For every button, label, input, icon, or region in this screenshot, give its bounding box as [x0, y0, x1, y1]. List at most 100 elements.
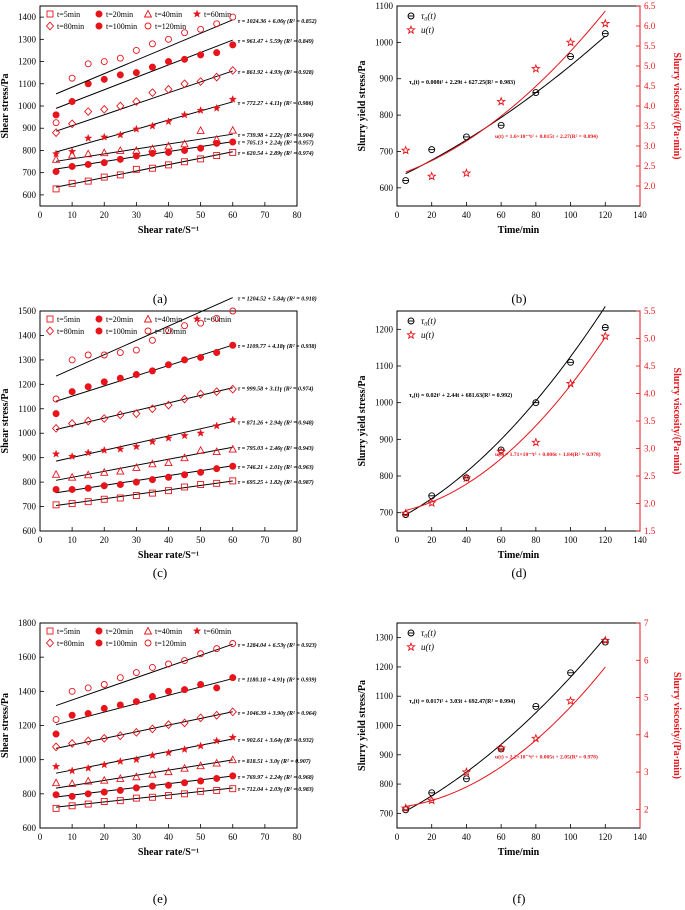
legend-label: t=5min	[57, 627, 80, 636]
data-point	[68, 418, 77, 428]
chart-panel-b: 0 20 40 60 80 100 120 140 600 700 800 900 1000 1100 Ti…	[357, 1, 682, 236]
x-axis-label: Time/min	[498, 225, 540, 236]
data-point	[100, 482, 108, 490]
data-point	[212, 72, 221, 82]
data-point	[164, 84, 173, 94]
data-point	[181, 779, 189, 787]
data-point	[212, 103, 221, 112]
legend-label: t=80min	[57, 22, 84, 31]
x-tick-label: 140	[633, 832, 647, 842]
y-tick-label: 1400	[18, 330, 37, 340]
data-point	[196, 428, 205, 437]
data-point	[213, 49, 221, 57]
data-point	[116, 494, 124, 502]
fit-equation-label: τ = 1180.18 + 4.91γ (R² = 0.939)	[238, 677, 317, 684]
data-point	[132, 492, 140, 500]
fit-equation-label: τ = 1204.52 + 5.84γ (R² = 0.918)	[238, 296, 317, 303]
chart-panel-f: 0 20 40 60 80 100 120 140 700 800 900 1000 1100 1200 1…	[357, 618, 682, 858]
y-tick-label: 1200	[18, 721, 37, 731]
legend-marker	[143, 314, 153, 323]
data-point	[116, 374, 124, 382]
viscosity-point	[496, 743, 506, 753]
x-tick-label: 100	[564, 210, 578, 220]
data-point	[51, 469, 61, 478]
y-tick-label: 1400	[18, 686, 37, 696]
legend-marker	[144, 639, 152, 647]
y2-tick-label: 6.5	[644, 1, 656, 11]
data-point	[148, 793, 156, 801]
y-tick-label: 700	[23, 168, 37, 178]
x-axis-label: Shear rate/S⁻¹	[138, 225, 199, 236]
data-point	[148, 663, 156, 671]
viscosity-point	[461, 473, 472, 483]
y-tick-label: 1600	[18, 652, 37, 662]
y-axis-label: Slurry yield stress/Pa	[357, 376, 368, 467]
data-point	[52, 395, 60, 403]
y-tick-label: 1100	[375, 1, 393, 11]
data-point	[52, 501, 60, 509]
data-point	[132, 152, 140, 160]
y2-tick-label: 6.0	[644, 21, 656, 31]
legend-marker	[45, 21, 55, 31]
viscosity-fit-equation: u(t) = 2.2×10⁻⁴t² + 0.005t + 2.05(R² = 0…	[495, 753, 598, 760]
y2-tick-label: 2.0	[644, 499, 656, 509]
x-tick-label: 100	[564, 832, 578, 842]
fit-equation-label: τ = 795.03 + 2.46γ (R² = 0.943)	[238, 445, 314, 452]
data-point	[165, 687, 172, 695]
legend-marker	[95, 639, 103, 647]
panel-label: (a)	[153, 291, 167, 306]
plot-frame	[396, 622, 641, 829]
data-point	[100, 798, 108, 805]
data-point	[197, 144, 205, 152]
x-tick-label: 60	[497, 832, 507, 842]
legend-marker-viscosity	[406, 329, 416, 340]
data-point	[116, 349, 124, 357]
x-tick-label: 80	[531, 210, 541, 220]
x-tick-label: 140	[633, 210, 647, 220]
data-point	[181, 686, 189, 694]
legend-marker	[95, 10, 103, 18]
y-tick-label: 1000	[18, 101, 37, 111]
data-point	[165, 327, 172, 335]
fit-line	[55, 344, 233, 402]
fit-line	[55, 19, 233, 95]
data-point	[181, 322, 189, 330]
data-point	[52, 119, 60, 127]
yield-fit-equation: τ₀(t) = 0.017t² + 3.03t + 692.47(R² = 0.…	[409, 698, 515, 705]
x-tick-label: 80	[293, 535, 303, 545]
data-point	[132, 442, 141, 451]
legend-marker	[192, 314, 202, 323]
y2-tick-label: 6	[644, 655, 649, 665]
legend-label: t=80min	[57, 327, 84, 336]
fit-equation-label: τ = 739.98 + 2.22γ (R² = 0.904)	[238, 132, 314, 139]
data-point	[148, 459, 157, 468]
data-point	[148, 724, 157, 734]
data-point	[83, 470, 93, 479]
x-axis-label: Time/min	[498, 847, 540, 858]
data-point	[67, 472, 77, 481]
yield-fit-curve	[405, 35, 606, 175]
data-point	[68, 687, 76, 695]
data-point	[213, 774, 221, 782]
legend-label: t=20min	[106, 627, 133, 636]
legend-label: t=5min	[57, 10, 80, 19]
data-point	[116, 101, 125, 111]
fit-equation-label: τ = 746.21 + 2.01γ (R² = 0.963)	[238, 464, 314, 471]
data-point	[229, 13, 237, 21]
x-tick-label: 60	[497, 535, 507, 545]
data-point	[132, 698, 140, 706]
data-point	[132, 346, 140, 354]
data-point	[84, 484, 92, 492]
fit-equation-label: τ = 1284.04 + 6.53γ (R² = 0.923)	[238, 642, 317, 649]
y-tick-label: 1100	[375, 691, 393, 701]
data-point	[229, 674, 237, 682]
legend-marker	[143, 9, 153, 18]
data-point	[180, 763, 189, 772]
data-point	[68, 802, 76, 810]
y-tick-label: 1000	[375, 37, 394, 47]
fit-equation-label: τ = 769.97 + 2.24γ (R² = 0.968)	[238, 774, 314, 781]
viscosity-point	[600, 18, 611, 28]
data-point	[68, 179, 76, 187]
y2-tick-label: 4.0	[644, 101, 656, 111]
fit-equation-label: τ = 871.26 + 2.94γ (R² = 0.948)	[238, 420, 314, 427]
